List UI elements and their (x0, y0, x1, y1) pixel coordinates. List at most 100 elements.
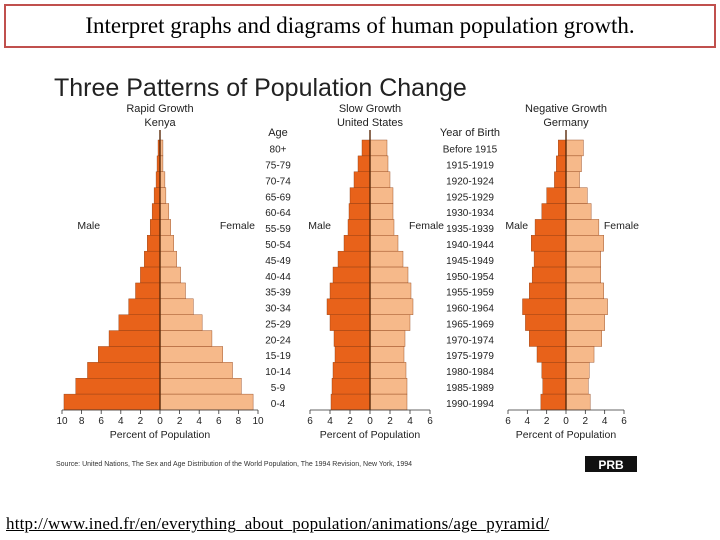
bar-female-40-44 (159, 266, 181, 284)
x-tick-label: 10 (252, 416, 264, 427)
bar-female-30-34 (369, 298, 414, 315)
male-label: Male (77, 220, 100, 232)
prb-logo-text: PRB (598, 458, 624, 472)
age-label: 5-9 (271, 383, 286, 394)
pyramids-svg: Three Patterns of Population Change Age … (50, 62, 660, 480)
birth-year-label: 1990-1994 (446, 399, 494, 410)
bar-male-0-4 (63, 393, 161, 411)
birth-year-label: Before 1915 (443, 145, 498, 156)
bar-female-60-64 (159, 203, 170, 220)
bar-male-5-9 (331, 378, 371, 395)
bar-female-45-49 (369, 250, 404, 268)
birth-year-label: 1965-1969 (446, 319, 494, 330)
bar-male-70-74 (554, 171, 567, 188)
age-label: 15-19 (265, 351, 291, 362)
bar-female-65-69 (369, 187, 394, 204)
bar-female-25-29 (369, 314, 411, 331)
bar-male-35-39 (529, 282, 567, 300)
bar-female-75-79 (369, 155, 389, 172)
birth-year-column-header: Year of Birth (440, 127, 500, 139)
bar-male-65-69 (349, 187, 371, 204)
bar-female-70-74 (369, 171, 391, 188)
bar-male-30-34 (522, 298, 567, 315)
age-label: 50-54 (265, 240, 291, 251)
age-labels: 80+ 75-79 70-74 65-69 60-64 55-59 50-54 45-49 40… (265, 145, 291, 410)
birth-year-label: 1930-1934 (446, 208, 494, 219)
bar-male-0-4 (330, 393, 371, 411)
bar-female-15-19 (369, 346, 405, 363)
bar-female-40-44 (565, 266, 601, 284)
pyramid-kenya: Rapid Growth Kenya Male Female 10 8 6 4 2 0 2 4 6 8 10… (56, 103, 264, 441)
birth-year-label: 1925-1929 (446, 192, 494, 203)
bar-female-50-54 (565, 235, 604, 252)
age-label: 20-24 (265, 335, 291, 346)
bar-female-45-49 (159, 250, 177, 268)
x-tick-label: 2 (583, 416, 589, 427)
age-label: 55-59 (265, 224, 291, 235)
bar-female-50-54 (159, 235, 174, 252)
bar-male-40-44 (531, 266, 567, 284)
bar-male-25-29 (525, 314, 567, 331)
bar-male-45-49 (144, 250, 161, 268)
figure-title: Three Patterns of Population Change (54, 74, 467, 102)
bar-male-65-69 (153, 187, 161, 204)
x-tick-label: 4 (118, 416, 124, 427)
bar-female-35-39 (565, 282, 604, 300)
pyramid-subtitle: Slow Growth (339, 103, 401, 115)
bar-male-20-24 (108, 330, 161, 347)
birth-year-label: 1915-1919 (446, 161, 494, 172)
bar-female-60-64 (369, 203, 394, 220)
bar-male-50-54 (343, 235, 371, 252)
bar-male-10-14 (332, 362, 371, 379)
x-tick-label: 6 (505, 416, 511, 427)
bar-female-5-9 (369, 378, 408, 395)
female-label: Female (220, 220, 255, 232)
x-tick-label: 6 (427, 416, 433, 427)
bar-female-15-19 (565, 346, 595, 363)
bar-male-10-14 (541, 362, 567, 379)
bar-female-0-4 (159, 393, 254, 411)
x-tick-label: 6 (621, 416, 627, 427)
birth-year-labels: Before 1915 1915-1919 1920-1924 1925-1929 19… (443, 145, 498, 410)
bar-male-25-29 (118, 314, 161, 331)
bar-male-15-19 (98, 346, 161, 363)
bar-male-15-19 (536, 346, 567, 363)
bar-male-60-64 (348, 203, 371, 220)
bar-female-45-49 (565, 250, 601, 268)
age-label: 25-29 (265, 319, 291, 330)
bar-male-40-44 (332, 266, 371, 284)
bar-female-10-14 (565, 362, 590, 379)
bar-female-25-29 (159, 314, 203, 331)
bar-male-70-74 (353, 171, 371, 188)
source-note: Source: United Nations, The Sex and Age … (56, 461, 412, 468)
pyramid-country: Germany (543, 117, 589, 129)
bar-female-10-14 (159, 362, 233, 379)
bar-female-50-54 (369, 235, 399, 252)
bar-female-70-74 (565, 171, 580, 188)
birth-year-label: 1960-1964 (446, 304, 494, 315)
bar-male-30-34 (326, 298, 371, 315)
bar-female-20-24 (565, 330, 602, 347)
age-label: 30-34 (265, 304, 291, 315)
bar-female-55-59 (369, 219, 395, 236)
bar-male-15-19 (334, 346, 371, 363)
bar-male-25-29 (329, 314, 371, 331)
pyramids-group: Rapid Growth Kenya Male Female 10 8 6 4 2 0 2 4 6 8 10… (56, 103, 639, 441)
bar-male-20-24 (333, 330, 371, 347)
bar-male-45-49 (337, 250, 371, 268)
bar-male-50-54 (147, 235, 161, 252)
x-tick-label: 6 (98, 416, 104, 427)
x-axis-title: Percent of Population (320, 429, 421, 441)
birth-year-label: 1920-1924 (446, 176, 494, 187)
bar-male-5-9 (542, 378, 567, 395)
reference-link[interactable]: http://www.ined.fr/en/everything_about_p… (6, 514, 550, 533)
bar-female-35-39 (369, 282, 412, 300)
bar-male-50-54 (531, 235, 567, 252)
age-label: 80+ (270, 145, 287, 156)
population-pyramids-figure: Three Patterns of Population Change Age … (50, 62, 660, 480)
birth-year-label: 1950-1954 (446, 272, 494, 283)
bar-male-55-59 (534, 219, 567, 236)
x-tick-label: 6 (307, 416, 313, 427)
bar-female-30-34 (159, 298, 194, 315)
bar-male-5-9 (75, 378, 161, 395)
